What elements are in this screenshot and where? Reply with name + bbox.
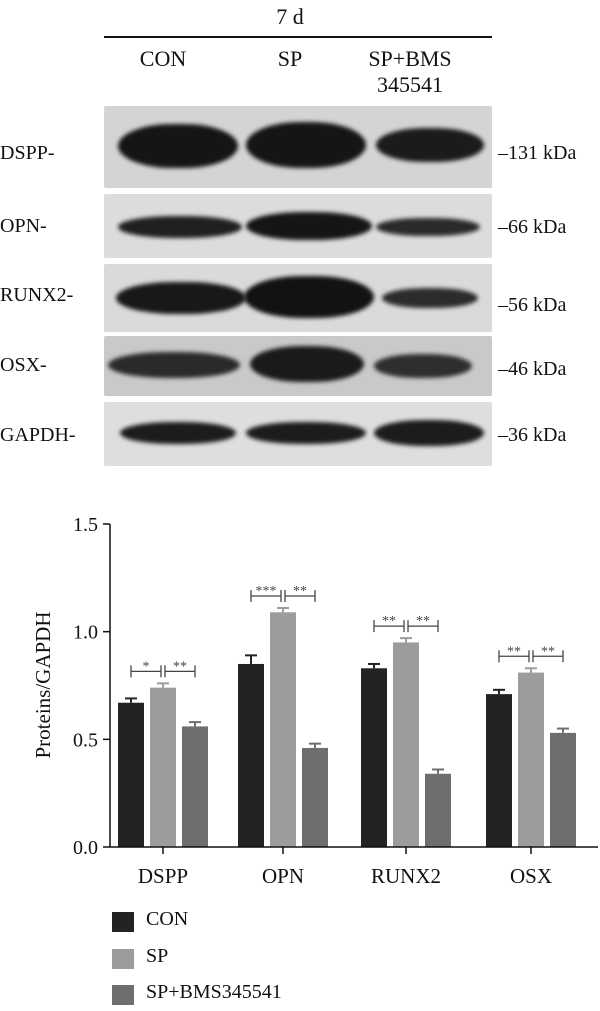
kda-marker: –131 kDa [498, 142, 577, 164]
band [382, 288, 478, 308]
legend-swatch [112, 985, 134, 1005]
kda-marker: –46 kDa [498, 358, 567, 380]
timepoint-label: 7 d [276, 4, 304, 29]
band [376, 218, 480, 236]
band [250, 346, 364, 382]
legend-label: SP+BMS345541 [146, 981, 282, 1003]
band [118, 124, 238, 168]
band [374, 420, 484, 446]
bar [393, 642, 419, 847]
band [244, 276, 374, 318]
legend-label: SP [146, 945, 169, 967]
legend-swatch [112, 912, 134, 932]
blot-strip-osx [104, 336, 492, 396]
blot-row-label: DSPP- [0, 142, 55, 164]
blot-row-label: OPN- [0, 215, 47, 237]
significance-label: ** [293, 584, 307, 599]
x-tick-label: OSX [510, 864, 552, 888]
bar [150, 687, 176, 847]
band [246, 422, 366, 444]
y-tick-label: 1.5 [73, 514, 98, 536]
y-axis: 0.0 0.5 1.0 1.5 [73, 514, 111, 859]
band [118, 216, 242, 238]
blot-strip-gapdh [104, 402, 492, 466]
band [374, 354, 472, 378]
y-axis-label: Proteins/GAPDH [31, 611, 55, 758]
blot-row-label: OSX- [0, 354, 47, 376]
significance-label: ** [382, 614, 396, 629]
band [246, 212, 372, 240]
legend-label: CON [146, 908, 189, 930]
band [376, 128, 484, 162]
lane-label-sp-bms: SP+BMS 345541 [368, 46, 452, 97]
band [108, 352, 240, 378]
significance-label: *** [256, 584, 277, 599]
lane-label-con: CON [139, 46, 187, 71]
timepoint-divider [104, 36, 492, 38]
x-tick-label: DSPP [138, 864, 188, 888]
bar [182, 726, 208, 847]
bar [550, 732, 576, 847]
y-tick-label: 0.0 [73, 837, 98, 859]
bar [238, 663, 264, 847]
bar [425, 773, 451, 847]
band [120, 422, 236, 444]
kda-marker: –56 kDa [498, 294, 567, 316]
bar [270, 612, 296, 847]
kda-marker: –36 kDa [498, 424, 567, 446]
y-tick-label: 1.0 [73, 622, 98, 644]
x-axis: DSPP OPN RUNX2 OSX [110, 846, 598, 888]
blot-strip-opn [104, 194, 492, 258]
bar [486, 694, 512, 847]
significance-label: ** [416, 614, 430, 629]
lane-label-sp: SP [277, 46, 303, 71]
blot-strip-runx2 [104, 264, 492, 332]
band [246, 122, 366, 168]
y-tick-label: 0.5 [73, 729, 98, 751]
band [116, 282, 246, 314]
significance-label: ** [507, 644, 521, 659]
significance-label: * [143, 659, 150, 674]
bar [302, 747, 328, 847]
blot-row-label: GAPDH- [0, 424, 76, 446]
significance-label: ** [541, 644, 555, 659]
bar [361, 668, 387, 847]
bar [518, 672, 544, 847]
significance-label: ** [173, 659, 187, 674]
blot-row-label: RUNX2- [0, 284, 74, 306]
blot-strip-dspp [104, 106, 492, 188]
bar [118, 702, 144, 847]
kda-marker: –66 kDa [498, 216, 567, 238]
legend-swatch [112, 949, 134, 969]
bar-chart: 0.00.51.01.5 * ***** **** **** ** DSPP OPN RUN… [31, 514, 598, 888]
bars: * ***** **** **** ** [118, 584, 576, 847]
x-tick-label: RUNX2 [371, 864, 441, 888]
x-tick-label: OPN [262, 864, 304, 888]
